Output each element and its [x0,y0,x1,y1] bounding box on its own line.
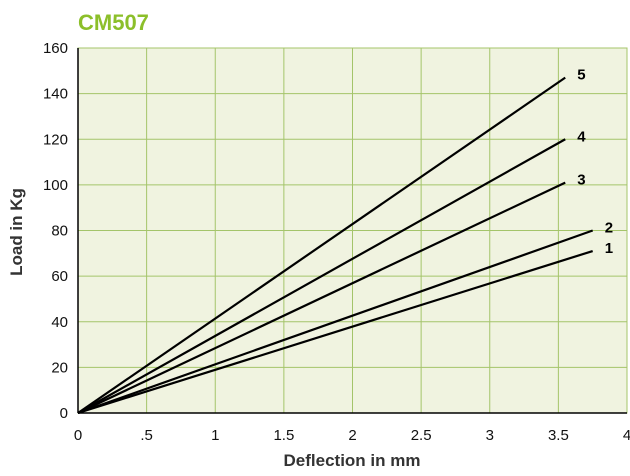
y-tick-label: 160 [43,40,68,57]
x-tick-label: 3 [486,427,494,444]
series-line-5 [77,76,566,414]
series-line-4 [77,138,566,414]
y-tick-label: 80 [51,223,68,240]
series-labels: 1 2 3 4 5 [577,67,613,257]
x-tick-label: 2.5 [411,427,432,444]
y-tick-label: 100 [43,177,68,194]
series-lines [77,76,594,415]
x-tick-label: .5 [140,427,153,444]
y-tick-label: 60 [51,268,68,285]
x-tick-label: 0 [74,427,82,444]
x-tick-label: 2 [348,427,356,444]
series-label-3: 3 [577,172,585,189]
chart-title: CM507 [78,10,149,35]
y-tick-label: 20 [51,359,68,376]
series-label-2: 2 [605,220,613,237]
x-axis-label: Deflection in mm [284,451,421,470]
series-line-1 [77,249,594,415]
axes [77,48,627,414]
y-axis-label: Load in Kg [7,188,26,276]
y-tick-label: 40 [51,314,68,331]
y-tick-label: 120 [43,131,68,148]
series-label-5: 5 [577,67,585,84]
y-tick-label: 140 [43,86,68,103]
series-line-2 [77,229,594,415]
x-tick-label: 3.5 [548,427,569,444]
x-tick-label: 1.5 [273,427,294,444]
grid-lines [78,47,628,413]
series-label-1: 1 [605,240,613,257]
y-tick-label: 0 [60,405,68,422]
x-tick-label: 1 [211,427,219,444]
x-tick-label: 4 [623,427,630,444]
series-label-4: 4 [577,128,586,145]
series-line-3 [77,181,566,414]
